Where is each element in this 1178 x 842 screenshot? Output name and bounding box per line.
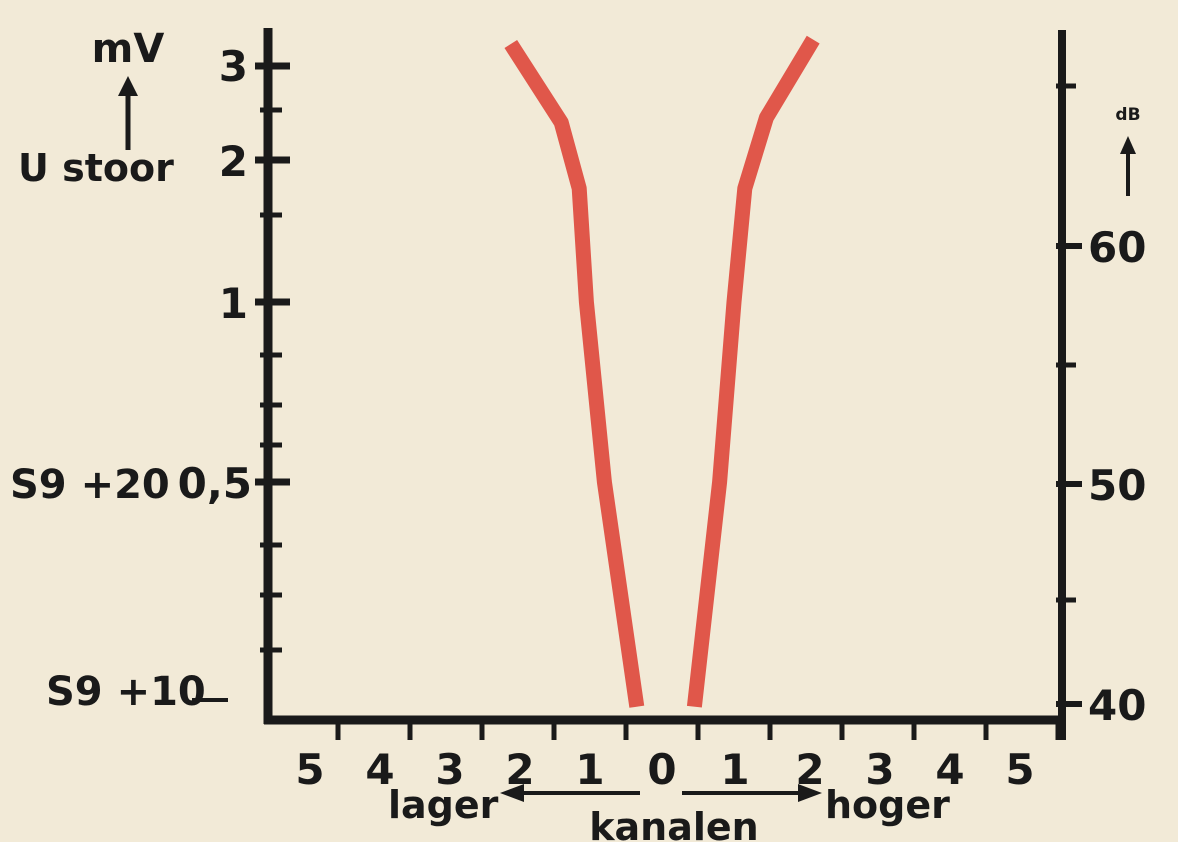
x-direction-right-label: hoger <box>825 783 950 827</box>
left-minor-ticks <box>260 107 282 653</box>
x-tick-label-l4: 4 <box>365 745 394 794</box>
x-direction-left-label: lager <box>388 783 499 827</box>
x-axis-label: kanalen <box>589 805 758 842</box>
s9-plus-20-label: S9 +20 <box>10 462 170 508</box>
x-tick-label-l5: 5 <box>295 745 324 794</box>
x-direction-left-arrowhead <box>500 784 524 802</box>
x-tick-label-r4: 4 <box>935 745 964 794</box>
series-line-left <box>504 39 645 708</box>
y-right-tick-label-60: 60 <box>1088 223 1146 272</box>
x-tick-label-l1: 1 <box>575 745 604 794</box>
y-tick-label-3: 3 <box>219 42 248 91</box>
y-left-label: U stoor <box>18 146 174 190</box>
x-tick-label-r3: 3 <box>865 745 894 794</box>
y-tick-label-0-5: 0,5 <box>178 459 252 508</box>
y-left-unit: mV <box>92 26 165 72</box>
right-minor-ticks <box>1056 83 1076 603</box>
x-tick-label-r5: 5 <box>1005 745 1034 794</box>
x-tick-label-l3: 3 <box>435 745 464 794</box>
x-direction-right-arrowhead <box>798 784 822 802</box>
y-right-unit: dB <box>1115 105 1140 125</box>
x-tick-label-r1: 1 <box>720 745 749 794</box>
x-tick-label-0: 0 <box>647 745 676 794</box>
y-tick-label-1: 1 <box>219 279 248 328</box>
y-right-arrow-head <box>1120 136 1136 154</box>
y-right-tick-label-40: 40 <box>1088 681 1146 730</box>
y-tick-label-2: 2 <box>219 137 248 186</box>
s9-plus-10-label: S9 +10 <box>46 669 206 715</box>
x-ticks <box>335 720 1061 740</box>
series-line-right <box>686 35 820 708</box>
y-right-tick-label-50: 50 <box>1088 461 1146 510</box>
y-left-arrow-head <box>118 76 138 96</box>
